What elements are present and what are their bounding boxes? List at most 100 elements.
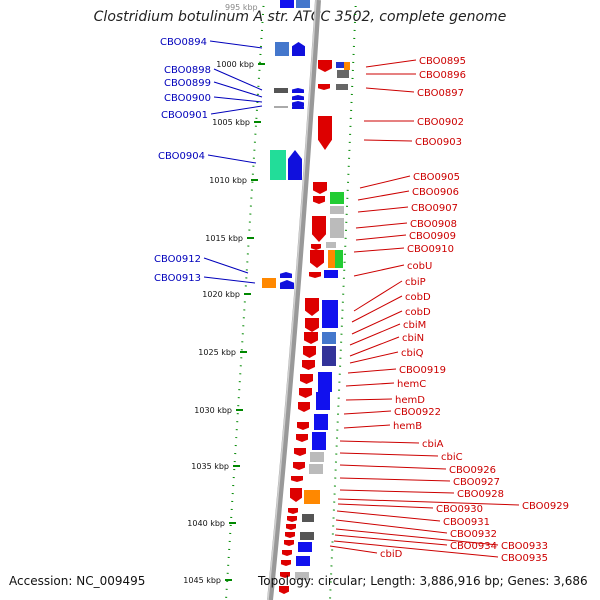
gene-leader-line <box>353 280 403 312</box>
gene-label-minus[interactable]: CBO0929 <box>522 501 569 512</box>
minus-strand-gene <box>293 462 305 470</box>
gene-label-minus[interactable]: CBO0895 <box>419 56 466 67</box>
homolog-block <box>312 432 326 450</box>
homolog-block <box>337 70 349 78</box>
gene-leader-line <box>359 175 411 189</box>
gene-leader-line <box>335 519 448 534</box>
scale-tick-label: 1015 kbp <box>205 234 243 243</box>
gene-leader-line <box>347 368 397 374</box>
minus-strand-gene <box>297 422 309 430</box>
gene-label-minus[interactable]: CBO0931 <box>443 517 490 528</box>
gene-leader-line <box>355 234 407 241</box>
gene-leader-line <box>209 40 263 49</box>
gene-label-minus[interactable]: CBO0926 <box>449 465 496 476</box>
minus-strand-gene <box>281 560 291 566</box>
gene-label-minus[interactable]: CBO0932 <box>450 529 497 540</box>
gene-label-minus[interactable]: cobD <box>405 292 431 303</box>
genome-backbone <box>267 0 321 600</box>
gene-label-minus[interactable]: CBO0934 <box>450 541 497 552</box>
minus-strand-gene <box>294 448 306 456</box>
genome-backbone-highlight <box>267 0 317 600</box>
scale-tick-label: 1045 kbp <box>183 576 221 585</box>
minus-strand-gene <box>305 298 319 316</box>
gene-label-minus[interactable]: CBO0902 <box>417 117 464 128</box>
gene-label-minus[interactable]: CBO0903 <box>415 137 462 148</box>
gene-label-minus[interactable]: CBO0897 <box>417 88 464 99</box>
gene-label-plus[interactable]: CBO0900 <box>164 93 211 104</box>
gene-label-minus[interactable]: CBO0927 <box>453 477 500 488</box>
homolog-block <box>316 392 330 410</box>
gene-label-minus[interactable]: cbiC <box>441 452 463 463</box>
gene-label-minus[interactable]: CBO0905 <box>413 172 460 183</box>
gene-label-minus[interactable]: cbiA <box>422 439 444 450</box>
minus-strand-gene <box>299 388 312 398</box>
scale-tick-label: 1020 kbp <box>202 290 240 299</box>
gene-leader-line <box>343 424 391 429</box>
homolog-block <box>318 372 332 392</box>
gene-leader-line <box>213 68 263 91</box>
minus-strand-gene <box>313 182 327 194</box>
homolog-block <box>298 542 312 552</box>
minus-strand-gene <box>312 216 326 242</box>
gene-leader-line <box>213 81 263 98</box>
gene-label-plus[interactable]: CBO0912 <box>154 254 201 265</box>
gene-label-plus[interactable]: CBO0894 <box>160 37 207 48</box>
homolog-block <box>335 250 343 268</box>
scale-tick-label: 1010 kbp <box>209 176 247 185</box>
gene-leader-line <box>339 464 447 470</box>
gene-label-minus[interactable]: CBO0935 <box>501 553 548 564</box>
homolog-block <box>336 62 348 68</box>
gene-label-minus[interactable]: cbiP <box>405 277 426 288</box>
gene-label-minus[interactable]: CBO0908 <box>410 219 457 230</box>
gene-label-minus[interactable]: hemC <box>397 379 426 390</box>
gene-label-minus[interactable]: cobD <box>405 307 431 318</box>
minus-strand-gene <box>288 508 298 514</box>
gene-leader-line <box>365 59 417 68</box>
gene-label-plus[interactable]: CBO0899 <box>164 78 211 89</box>
homolog-block <box>304 490 320 504</box>
gene-label-minus[interactable]: CBO0906 <box>412 187 459 198</box>
gene-label-plus[interactable]: CBO0904 <box>158 151 205 162</box>
gene-label-plus[interactable]: CBO0901 <box>161 110 208 121</box>
minus-strand-gene <box>285 532 295 538</box>
gene-leader-line <box>345 382 395 387</box>
gene-label-minus[interactable]: CBO0919 <box>399 365 446 376</box>
minus-strand-gene <box>318 84 330 90</box>
gene-label-minus[interactable]: cbiD <box>380 549 403 560</box>
gene-label-minus[interactable]: CBO0896 <box>419 70 466 81</box>
gene-leader-line <box>213 96 263 103</box>
gene-label-minus[interactable]: CBO0928 <box>457 489 504 500</box>
gene-label-minus[interactable]: CBO0907 <box>411 203 458 214</box>
scale-tick-label: 1005 kbp <box>212 118 250 127</box>
gene-label-minus[interactable]: CBO0909 <box>409 231 456 242</box>
homolog-block <box>336 84 348 90</box>
minus-strand-gene <box>302 360 315 370</box>
gene-leader-line <box>353 264 405 277</box>
gene-leader-line <box>336 510 441 522</box>
gene-leader-line <box>357 190 410 201</box>
gene-label-minus[interactable]: CBO0910 <box>407 244 454 255</box>
homolog-block <box>330 218 344 238</box>
gene-label-minus[interactable]: cbiQ <box>401 348 424 359</box>
plus-strand-gene <box>288 150 302 180</box>
gene-label-minus[interactable]: cobU <box>407 261 432 272</box>
plus-strand-gene <box>292 105 304 109</box>
minus-strand-gene <box>284 540 294 546</box>
minus-strand-gene <box>318 60 332 72</box>
minus-strand-gene <box>286 524 296 530</box>
gene-label-minus[interactable]: hemB <box>393 421 422 432</box>
gene-leader-line <box>339 440 420 444</box>
minus-strand-gene <box>282 550 292 556</box>
gene-label-minus[interactable]: cbiN <box>402 333 424 344</box>
gene-label-plus[interactable]: CBO0898 <box>164 65 211 76</box>
homolog-block <box>326 242 336 248</box>
gene-leader-line <box>329 545 378 554</box>
plus-strand-gene <box>292 95 304 100</box>
gene-label-minus[interactable]: CBO0930 <box>436 504 483 515</box>
gene-label-minus[interactable]: hemD <box>395 395 425 406</box>
gene-label-minus[interactable]: CBO0933 <box>501 541 548 552</box>
gene-label-plus[interactable]: CBO0913 <box>154 273 201 284</box>
gene-label-minus[interactable]: cbiM <box>403 320 426 331</box>
gene-label-minus[interactable]: CBO0922 <box>394 407 441 418</box>
